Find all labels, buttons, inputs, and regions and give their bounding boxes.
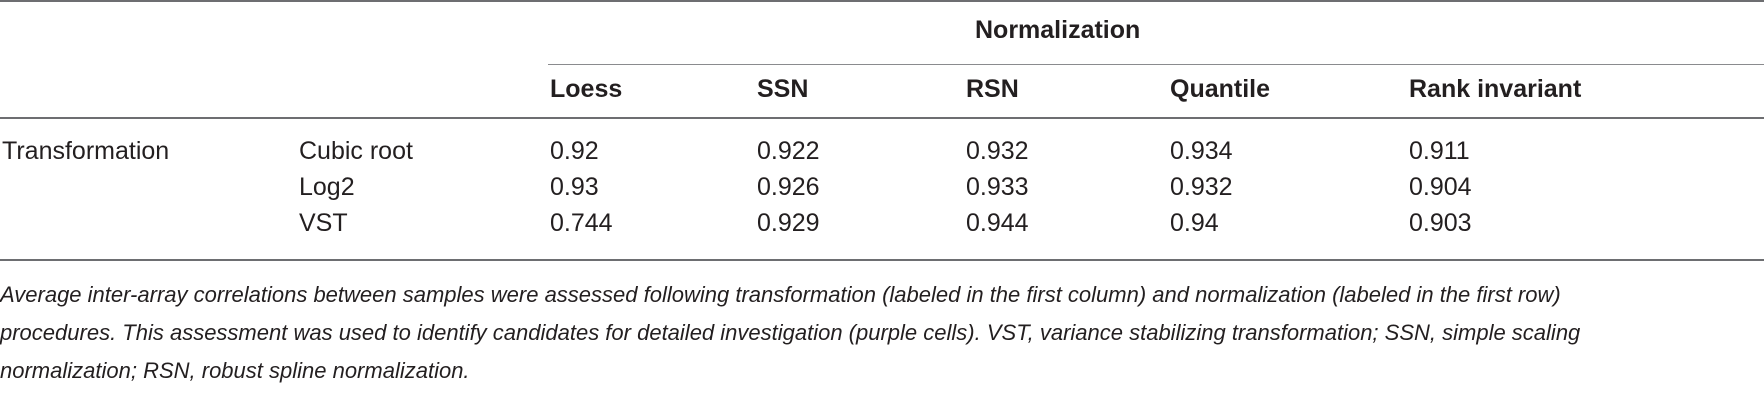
- table-caption: Average inter-array correlations between…: [0, 276, 1760, 390]
- caption-line: procedures. This assessment was used to …: [0, 320, 1581, 345]
- table-cell: 0.926: [757, 173, 820, 201]
- table-cell: 0.903: [1409, 209, 1472, 237]
- bottom-rule: [0, 259, 1764, 261]
- top-rule: [0, 0, 1764, 2]
- row-group-label: Transformation: [2, 137, 170, 165]
- row-label: VST: [299, 209, 348, 237]
- table-cell: 0.911: [1409, 137, 1470, 165]
- table-cell: 0.932: [966, 137, 1029, 165]
- row-label: Cubic root: [299, 137, 413, 165]
- table-cell: 0.922: [757, 137, 820, 165]
- table-cell: 0.94: [1170, 209, 1219, 237]
- table-cell: 0.932: [1170, 173, 1233, 201]
- row-label: Log2: [299, 173, 355, 201]
- column-header-quantile: Quantile: [1170, 75, 1271, 103]
- table-cell: 0.93: [550, 173, 599, 201]
- column-header-ssn: SSN: [757, 75, 809, 103]
- column-group-header: Normalization: [975, 16, 1141, 44]
- caption-line: normalization; RSN, robust spline normal…: [0, 358, 470, 383]
- table-cell: 0.904: [1409, 173, 1472, 201]
- column-header-rank-invariant: Rank invariant: [1409, 75, 1582, 103]
- group-header-rule: [548, 64, 1764, 65]
- table-cell: 0.933: [966, 173, 1029, 201]
- column-header-rsn: RSN: [966, 75, 1019, 103]
- column-header-loess: Loess: [550, 75, 623, 103]
- table-cell: 0.944: [966, 209, 1029, 237]
- table-cell: 0.934: [1170, 137, 1233, 165]
- table-cell: 0.92: [550, 137, 599, 165]
- table-cell: 0.744: [550, 209, 613, 237]
- header-rule: [0, 117, 1764, 119]
- caption-line: Average inter-array correlations between…: [0, 282, 1561, 307]
- table-cell: 0.929: [757, 209, 820, 237]
